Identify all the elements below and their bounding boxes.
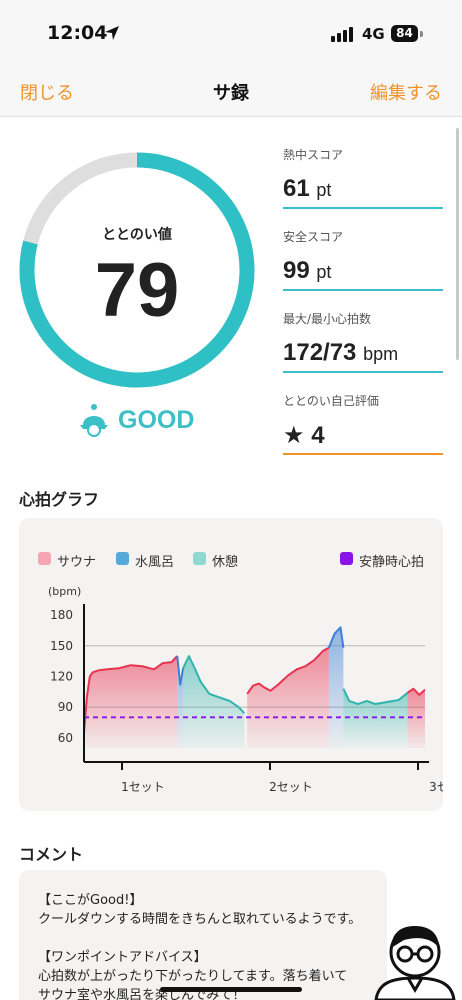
comment-title: コメント (19, 845, 84, 864)
sauna-hat-icon (80, 404, 108, 437)
legend-swatch-rest (193, 552, 206, 565)
stat-label: 最大/最小心拍数 (283, 312, 372, 326)
stat-value: 99 (283, 257, 310, 284)
page-title: サ録 (213, 83, 249, 104)
network-type: 4G (362, 25, 385, 43)
heat-score: 熱中スコア 61 pt (283, 146, 443, 203)
y-tick-label: 60 (58, 731, 73, 745)
series-area (328, 627, 344, 748)
legend-swatch-sauna (38, 552, 51, 565)
home-indicator[interactable] (160, 987, 302, 992)
stat-label: ととのい自己評価 (283, 394, 379, 408)
comment-line: 【ここがGood!】 (38, 893, 143, 908)
series-area (247, 647, 329, 748)
legend-cold-bath: 水風呂 (135, 555, 175, 570)
legend-rest: 休憩 (212, 555, 239, 570)
star-icon: ★ (283, 422, 305, 449)
legend-resting-hr: 安静時心拍 (359, 555, 425, 570)
divider (283, 453, 443, 455)
heart-rate-range: 最大/最小心拍数 172/73 bpm (283, 310, 443, 367)
battery-tip (420, 31, 423, 37)
comment-card (19, 870, 387, 1000)
edit-button[interactable]: 編集する (370, 83, 442, 104)
divider (283, 207, 443, 209)
status-bar: 12:04 4G 84 (0, 0, 462, 62)
legend-sauna: サウナ (57, 555, 97, 570)
x-tick-label: 3セ (429, 780, 443, 794)
series-area (84, 656, 178, 748)
battery-icon: 84 (391, 25, 418, 42)
stat-unit: bpm (363, 344, 399, 364)
series-area (407, 688, 425, 748)
divider (283, 371, 443, 373)
comment-line: 【ワンポイントアドバイス】 (38, 950, 207, 965)
stat-unit: pt (316, 262, 332, 282)
stat-label: 熱中スコア (283, 148, 344, 162)
status-time: 12:04 (47, 22, 108, 44)
legend-swatch-resting-hr (340, 552, 353, 565)
graph-title: 心拍グラフ (19, 490, 100, 509)
series-area (183, 656, 245, 748)
x-tick-label: 2セット (269, 780, 313, 794)
stat-value: 4 (311, 422, 325, 449)
x-tick-label: 1セット (121, 780, 165, 794)
stat-unit: pt (316, 180, 332, 200)
y-axis-label: (bpm) (48, 585, 81, 598)
nav-bar: 閉じる サ録 編集する (0, 62, 462, 117)
comment-line: 心拍数が上がったり下がったりしてます。落ち着いて (38, 969, 348, 984)
gauge-label: ととのい値 (102, 227, 172, 243)
series-line (327, 626, 345, 649)
location-arrow-icon (105, 26, 119, 40)
series-line (246, 646, 330, 695)
cellular-signal-icon (331, 27, 353, 42)
legend-swatch-cold-bath (116, 552, 129, 565)
gauge-fill (19, 152, 255, 388)
divider (283, 289, 443, 291)
y-tick-label: 90 (58, 700, 73, 714)
gauge-value: 79 (94, 248, 180, 333)
series-line (182, 655, 246, 714)
y-tick-label: 120 (50, 669, 73, 683)
series-area (343, 688, 408, 748)
safety-score: 安全スコア 99 pt (283, 228, 443, 285)
rating-text: GOOD (118, 406, 195, 434)
series-line (342, 688, 409, 706)
series-line (83, 655, 178, 733)
stat-value: 172/73 (283, 339, 357, 366)
doctor-avatar-icon (374, 926, 456, 1000)
y-tick-label: 150 (50, 639, 73, 653)
totonoi-gauge (19, 152, 255, 388)
series-line (176, 655, 185, 686)
heart-rate-chart[interactable]: (bpm) 180 150 120 90 60 1セット 2セット 3セ (19, 518, 443, 811)
scrollbar[interactable] (456, 128, 459, 360)
close-button[interactable]: 閉じる (20, 83, 74, 104)
y-tick-label: 180 (50, 608, 73, 622)
self-rating[interactable]: ととのい自己評価 ★ 4 (283, 392, 443, 450)
comment-line: クールダウンする時間をきちんと取れているようです。 (38, 912, 362, 927)
stat-label: 安全スコア (283, 230, 344, 244)
stat-value: 61 (283, 175, 310, 202)
series-line (406, 687, 426, 696)
